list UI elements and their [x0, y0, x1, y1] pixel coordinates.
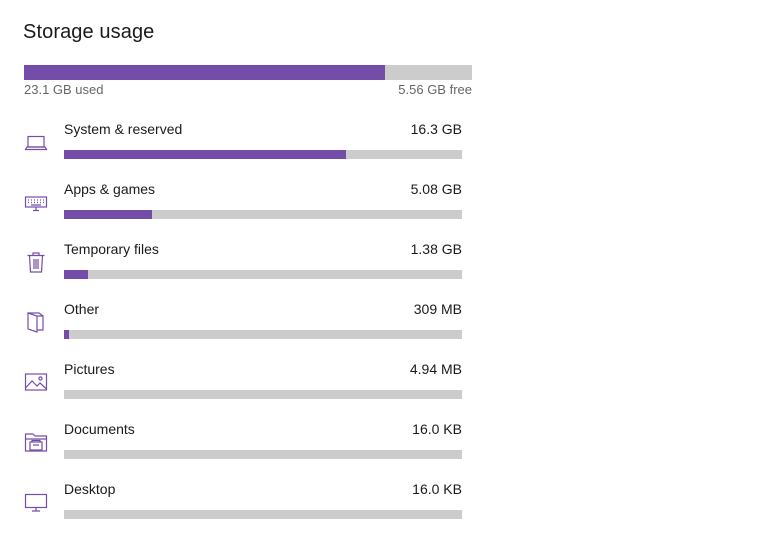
- documents-folder-icon: [24, 430, 48, 454]
- category-name: Documents: [64, 421, 135, 437]
- laptop-icon: [24, 130, 48, 154]
- category-name: System & reserved: [64, 121, 183, 137]
- category-size: 5.08 GB: [410, 181, 462, 197]
- category-bar-fill: [64, 210, 152, 219]
- category-bar: [64, 330, 462, 339]
- trash-icon: [24, 250, 48, 274]
- category-pictures[interactable]: Pictures 4.94 MB: [0, 350, 480, 410]
- category-name: Other: [64, 301, 100, 317]
- picture-icon: [24, 370, 48, 394]
- category-name: Pictures: [64, 361, 115, 377]
- category-bar: [64, 510, 462, 519]
- monitor-icon: [24, 490, 48, 514]
- total-used-label: 23.1 GB used: [24, 82, 104, 97]
- keyboard-icon: [24, 190, 48, 214]
- category-system-reserved[interactable]: System & reserved 16.3 GB: [0, 110, 480, 170]
- category-documents[interactable]: Documents 16.0 KB: [0, 410, 480, 470]
- category-temporary-files[interactable]: Temporary files 1.38 GB: [0, 230, 480, 290]
- total-usage-bar: [24, 65, 472, 80]
- category-name: Apps & games: [64, 181, 156, 197]
- category-size: 16.0 KB: [412, 421, 462, 437]
- category-bar-fill: [64, 270, 88, 279]
- page-title: Storage usage: [23, 21, 155, 43]
- category-size: 16.3 GB: [410, 121, 462, 137]
- category-size: 16.0 KB: [412, 481, 462, 497]
- category-bar: [64, 150, 462, 159]
- total-usage-fill: [24, 65, 386, 80]
- category-bar: [64, 210, 462, 219]
- category-size: 309 MB: [413, 301, 462, 317]
- category-name: Desktop: [64, 481, 116, 497]
- category-size: 4.94 MB: [409, 361, 462, 377]
- category-apps-games[interactable]: Apps & games 5.08 GB: [0, 170, 480, 230]
- category-bar: [64, 390, 462, 399]
- category-other[interactable]: Other 309 MB: [0, 290, 480, 350]
- total-free-label: 5.56 GB free: [398, 82, 472, 97]
- category-size: 1.38 GB: [410, 241, 462, 257]
- category-bar-fill: [64, 150, 346, 159]
- category-bar-fill: [64, 330, 70, 339]
- category-desktop[interactable]: Desktop 16.0 KB: [0, 470, 480, 530]
- document-fold-icon: [24, 310, 48, 334]
- category-bar: [64, 270, 462, 279]
- category-bar: [64, 450, 462, 459]
- category-name: Temporary files: [64, 241, 159, 257]
